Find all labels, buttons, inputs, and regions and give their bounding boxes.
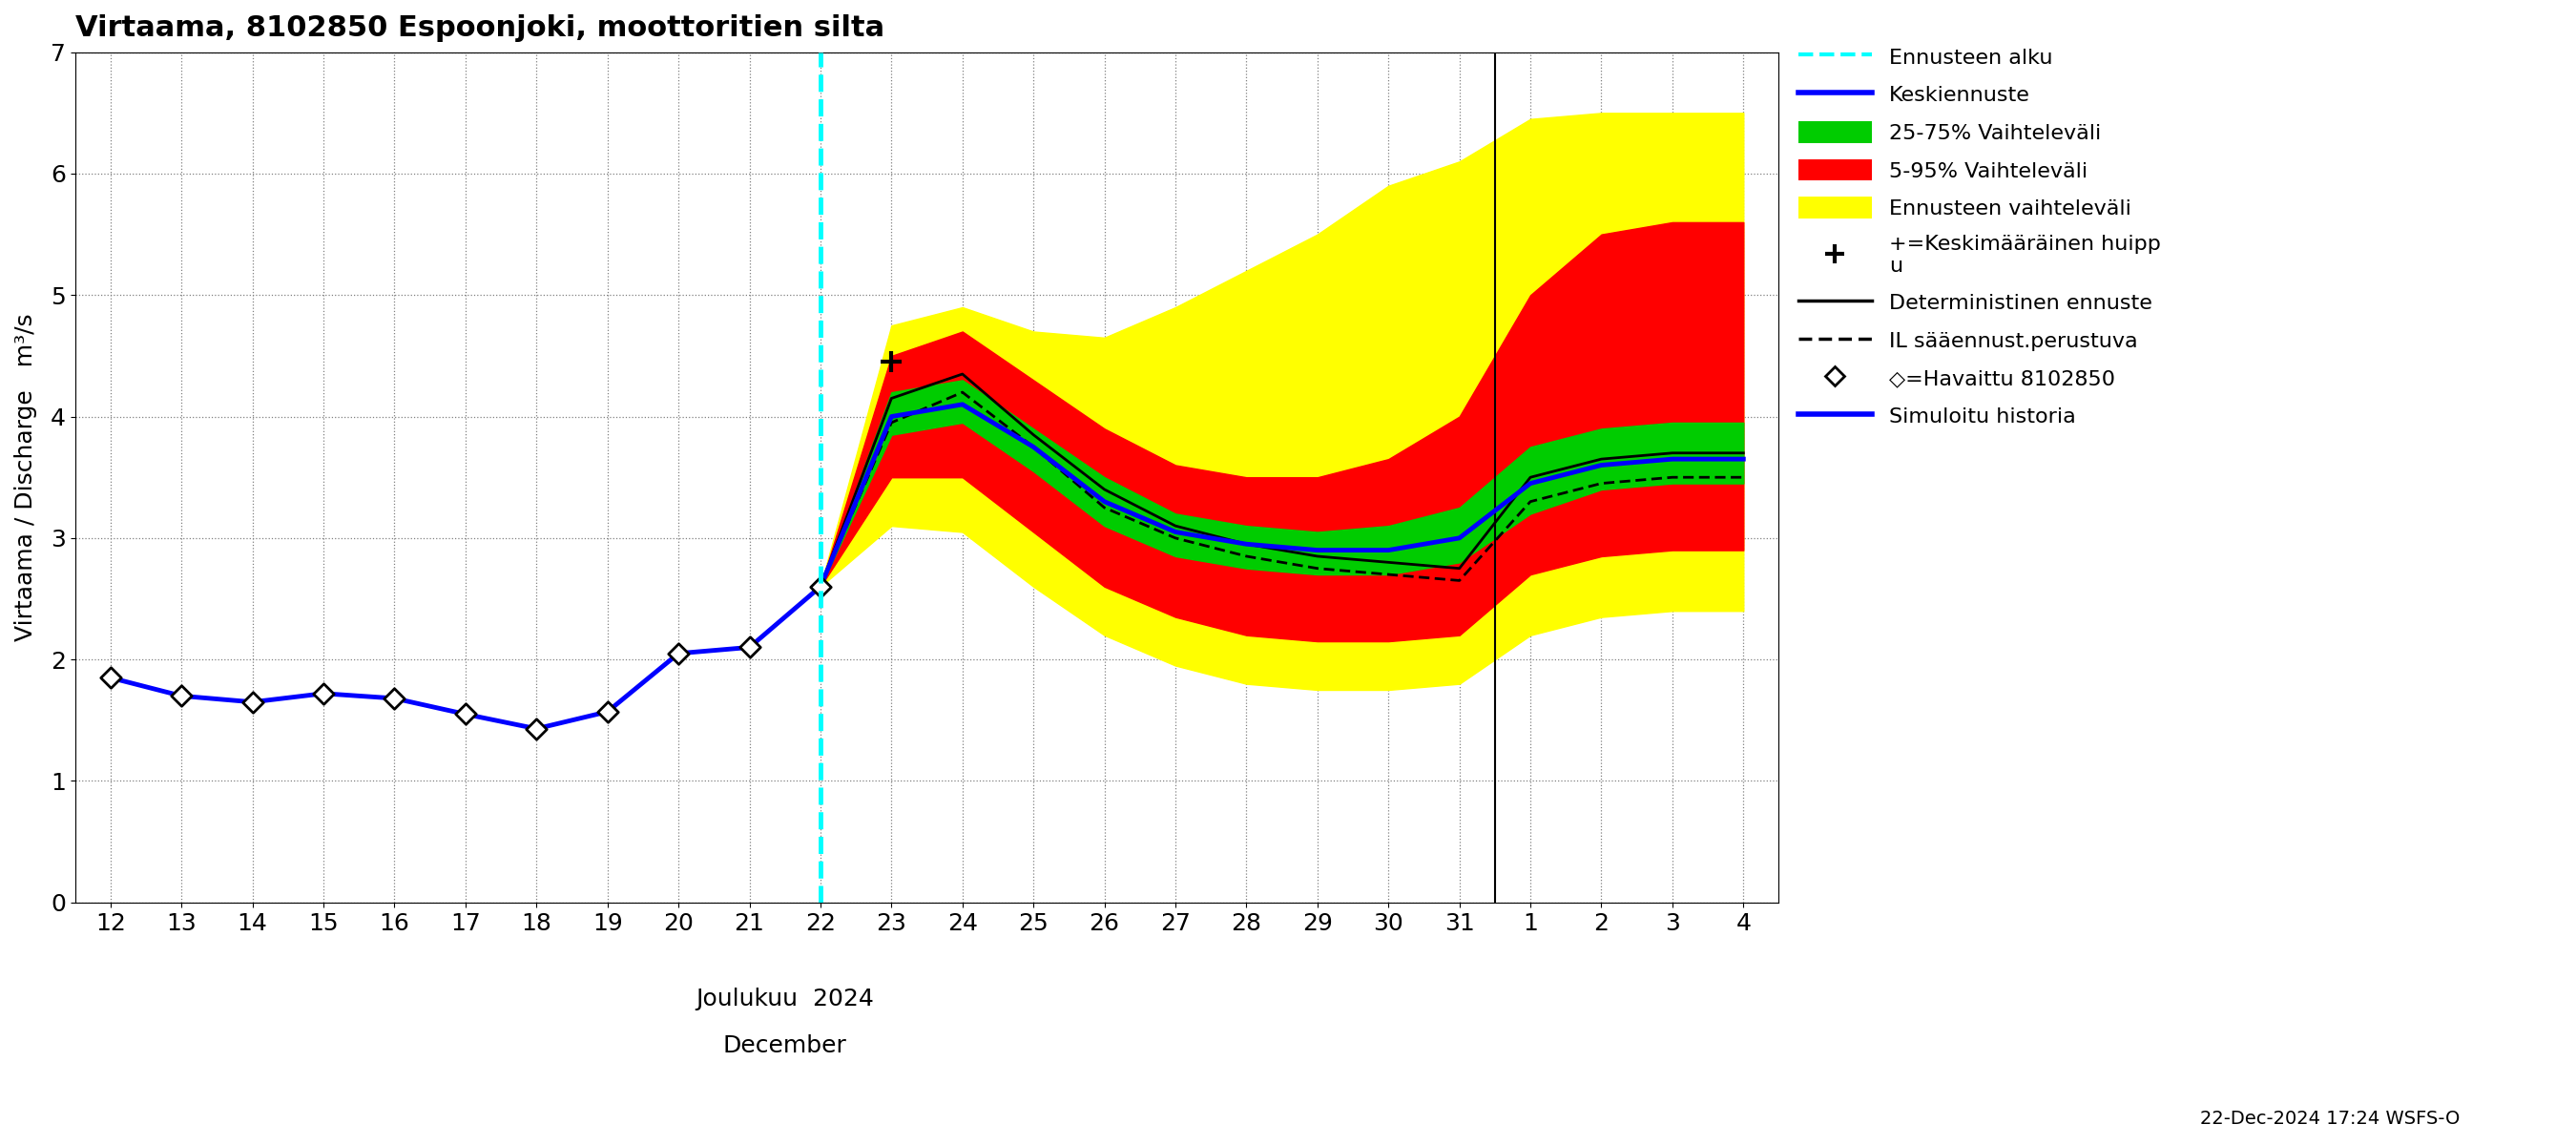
Point xyxy=(729,638,770,656)
Text: Joulukuu  2024: Joulukuu 2024 xyxy=(696,987,873,1010)
Point xyxy=(587,703,629,721)
Point xyxy=(90,669,131,687)
Text: Virtaama, 8102850 Espoonjoki, moottoritien silta: Virtaama, 8102850 Espoonjoki, moottoriti… xyxy=(75,14,884,42)
Point xyxy=(304,685,345,703)
Point xyxy=(232,693,273,711)
Point xyxy=(446,705,487,724)
Point xyxy=(160,687,201,705)
Point xyxy=(799,577,840,595)
Text: December: December xyxy=(724,1034,848,1057)
Legend: Ennusteen alku, Keskiennuste, 25-75% Vaihteleväli, 5-95% Vaihteleväli, Ennusteen: Ennusteen alku, Keskiennuste, 25-75% Vai… xyxy=(1798,46,2161,427)
Text: 22-Dec-2024 17:24 WSFS-O: 22-Dec-2024 17:24 WSFS-O xyxy=(2200,1110,2460,1128)
Y-axis label: Virtaama / Discharge   m³/s: Virtaama / Discharge m³/s xyxy=(15,314,36,641)
Point xyxy=(657,645,698,663)
Point xyxy=(515,719,556,737)
Point xyxy=(374,689,415,708)
